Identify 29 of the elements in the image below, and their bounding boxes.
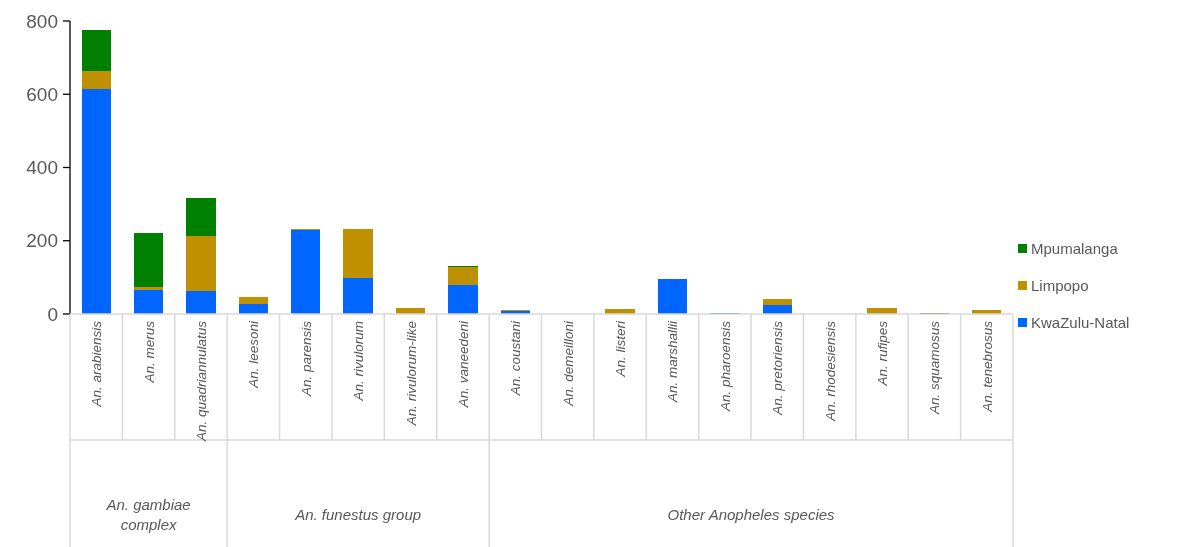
x-tick-label: An. rhodesiensis <box>822 320 838 422</box>
x-tick-label: An. demeilloni <box>560 320 576 407</box>
x-tick-label: An. arabiensis <box>89 320 105 408</box>
legend-label: KwaZulu-Natal <box>1031 314 1130 332</box>
y-tick-label: 200 <box>26 230 58 252</box>
text: Other Anopheles species <box>667 506 836 523</box>
x-tick-label: An. rivulorum <box>351 321 367 402</box>
x-tick-label: An. vaneedeni <box>455 320 471 409</box>
x-tick-label: An. rivulorum-like <box>403 321 419 427</box>
legend-label: Limpopo <box>1031 277 1089 295</box>
x-tick-label: An. rufipes <box>875 320 891 387</box>
x-tick-label: An. coustani <box>508 320 524 397</box>
text: An. funestus group <box>294 506 422 523</box>
x-tick-label: An. merus <box>141 320 157 384</box>
x-tick-label: An. squamosus <box>927 320 943 416</box>
x-tick-label: An. marshallii <box>665 320 681 404</box>
y-tick-label: 0 <box>47 303 58 325</box>
y-tick-label: 600 <box>26 83 58 105</box>
x-tick-label: An. parensis <box>298 320 314 398</box>
x-tick-label: An. pharoensis <box>717 320 733 413</box>
y-tick-label: 400 <box>26 157 58 179</box>
text: An. gambiae complex <box>105 496 191 533</box>
y-tick-label: 800 <box>26 10 58 32</box>
x-tick-label: An. tenebrosus <box>979 320 995 413</box>
x-tick-label: An. quadriannulatus <box>193 320 209 443</box>
legend-label: Mpumalanga <box>1031 240 1119 258</box>
x-tick-label: An. listeri <box>613 320 629 378</box>
x-tick-label: An. leesoni <box>246 320 262 389</box>
x-tick-label: An. pretoriensis <box>770 320 786 416</box>
